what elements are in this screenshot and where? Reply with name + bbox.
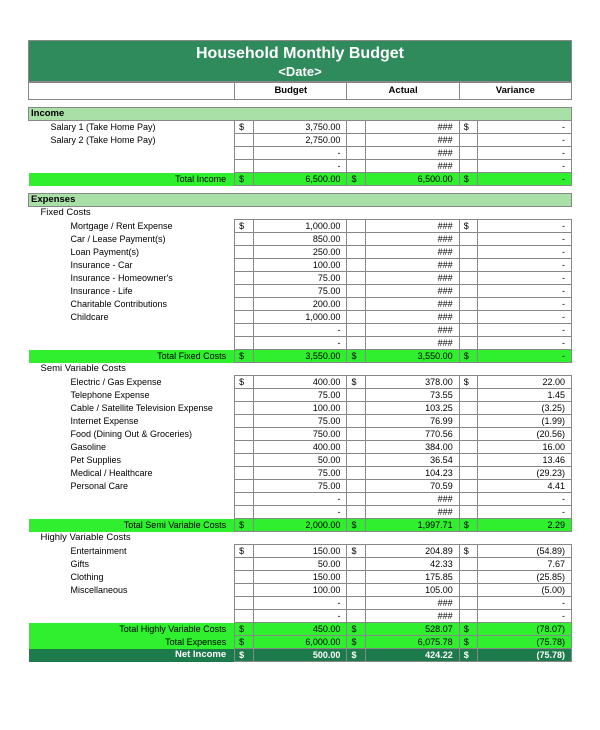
table-row: Insurance - Car100.00###- — [29, 259, 572, 272]
subhead-highly: Highly Variable Costs — [29, 532, 572, 545]
total-income: Total Income $6,500.00 $6,500.00 $- — [29, 173, 572, 186]
table-row: -###- — [29, 324, 572, 337]
table-row: Personal Care75.0070.594.41 — [29, 480, 572, 493]
table-row: -###- — [29, 337, 572, 350]
total-fixed: Total Fixed Costs $3,550.00 $3,550.00 $- — [29, 350, 572, 363]
table-row: Insurance - Life75.00###- — [29, 285, 572, 298]
table-row: Insurance - Homeowner's75.00###- — [29, 272, 572, 285]
net-income: Net Income $500.00 $424.22 $(75.78) — [29, 649, 572, 662]
table-row: Salary 1 (Take Home Pay)$3,750.00###$- — [29, 121, 572, 134]
table-row: Salary 2 (Take Home Pay)2,750.00###- — [29, 134, 572, 147]
table-row: Pet Supplies50.0036.5413.46 — [29, 454, 572, 467]
header-actual: Actual — [347, 83, 459, 100]
table-row: -###- — [29, 506, 572, 519]
subhead-semi: Semi Variable Costs — [29, 363, 572, 376]
table-row: Mortgage / Rent Expense$1,000.00###$- — [29, 220, 572, 233]
table-row: Telephone Expense75.0073.551.45 — [29, 389, 572, 402]
section-expenses: Expenses — [29, 194, 572, 207]
table-row: Food (Dining Out & Groceries)750.00770.5… — [29, 428, 572, 441]
table-row: Car / Lease Payment(s)850.00###- — [29, 233, 572, 246]
budget-sheet: Household Monthly Budget <Date> Budget A… — [0, 0, 600, 682]
budget-table: Budget Actual Variance Income Salary 1 (… — [28, 82, 572, 662]
table-row: Clothing150.00175.85(25.85) — [29, 571, 572, 584]
header-variance: Variance — [459, 83, 571, 100]
table-row: Medical / Healthcare75.00104.23(29.23) — [29, 467, 572, 480]
page-title: Household Monthly Budget — [29, 45, 571, 63]
table-row: Internet Expense75.0076.99(1.99) — [29, 415, 572, 428]
page-subtitle: <Date> — [29, 64, 571, 79]
table-row: Electric / Gas Expense$400.00$378.00$22.… — [29, 376, 572, 389]
table-row: Gasoline400.00384.0016.00 — [29, 441, 572, 454]
table-row: -###- — [29, 147, 572, 160]
table-row: -###- — [29, 610, 572, 623]
table-row: Miscellaneous100.00105.00(5.00) — [29, 584, 572, 597]
total-semi: Total Semi Variable Costs $2,000.00 $1,9… — [29, 519, 572, 532]
total-highly: Total Highly Variable Costs $450.00 $528… — [29, 623, 572, 636]
header-budget: Budget — [235, 83, 347, 100]
table-row: Cable / Satellite Television Expense100.… — [29, 402, 572, 415]
title-band: Household Monthly Budget <Date> — [28, 40, 572, 82]
table-row: Loan Payment(s)250.00###- — [29, 246, 572, 259]
table-row: Childcare1,000.00###- — [29, 311, 572, 324]
column-headers: Budget Actual Variance — [29, 83, 572, 100]
table-row: Gifts50.0042.337.67 — [29, 558, 572, 571]
total-expenses: Total Expenses $6,000.00 $6,075.78 $(75.… — [29, 636, 572, 649]
subhead-fixed: Fixed Costs — [29, 207, 572, 220]
table-row: -###- — [29, 597, 572, 610]
table-row: Charitable Contributions200.00###- — [29, 298, 572, 311]
table-row: -###- — [29, 160, 572, 173]
table-row: -###- — [29, 493, 572, 506]
table-row: Entertainment$150.00$204.89$(54.89) — [29, 545, 572, 558]
section-income: Income — [29, 108, 572, 121]
